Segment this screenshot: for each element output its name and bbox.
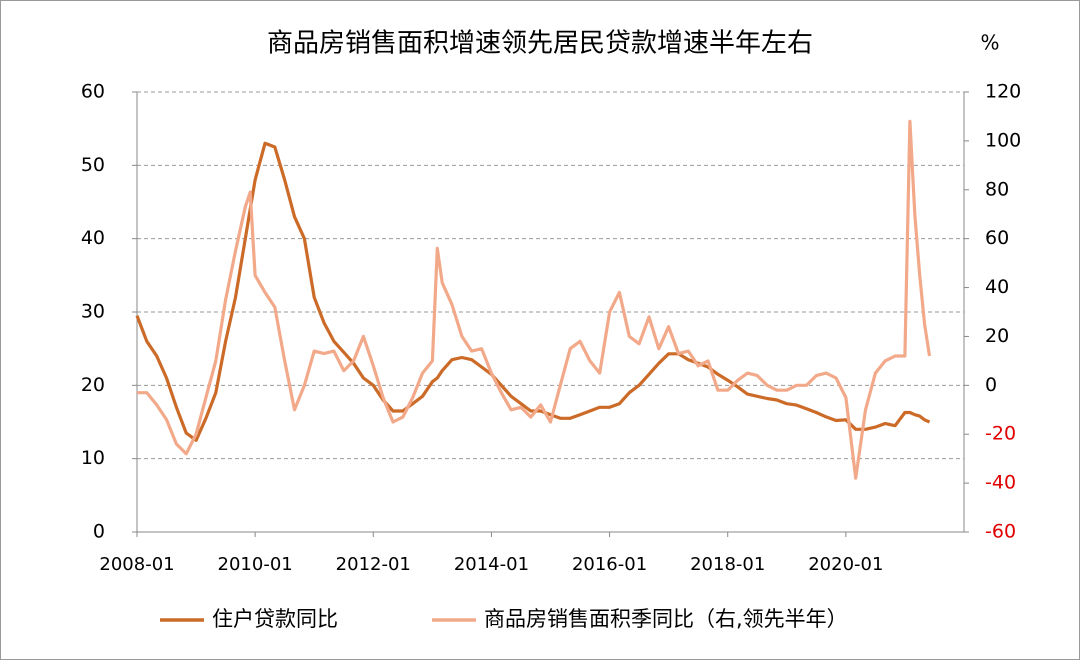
legend-label: 住户贷款同比 — [212, 607, 338, 631]
y-tick-label: 10 — [81, 447, 105, 469]
x-tick-label: 2010-01 — [218, 554, 293, 575]
y-tick-label: 60 — [81, 81, 105, 103]
x-tick-label: 2020-01 — [808, 554, 883, 575]
y-tick-label: 20 — [81, 374, 105, 396]
x-tick-label: 2014-01 — [454, 554, 529, 575]
y2-tick-label: 40 — [985, 276, 1009, 298]
y2-tick-label: -40 — [985, 472, 1016, 494]
y2-tick-label: 60 — [985, 227, 1009, 249]
x-tick-label: 2012-01 — [336, 554, 411, 575]
y2-tick-label: -20 — [985, 423, 1016, 445]
y-tick-label: 0 — [93, 521, 105, 543]
y2-tick-label: 100 — [985, 129, 1021, 151]
y2-tick-label: 20 — [985, 325, 1009, 347]
y2-tick-label: 80 — [985, 178, 1009, 200]
y-tick-label: 40 — [81, 227, 105, 249]
x-tick-label: 2018-01 — [690, 554, 765, 575]
y-tick-label: 30 — [81, 301, 105, 323]
y2-tick-label: 0 — [985, 374, 997, 396]
y-tick-label: 50 — [81, 154, 105, 176]
y2-tick-label: 120 — [985, 81, 1021, 103]
x-tick-label: 2008-01 — [99, 554, 174, 575]
chart-title: 商品房销售面积增速领先居民贷款增速半年左右 — [267, 29, 813, 59]
y2-unit: % — [980, 31, 999, 55]
y2-tick-label: -60 — [985, 521, 1016, 543]
series-line — [137, 119, 932, 480]
legend-label: 商品房销售面积季同比（右,领先半年） — [484, 607, 848, 631]
x-tick-label: 2016-01 — [572, 554, 647, 575]
